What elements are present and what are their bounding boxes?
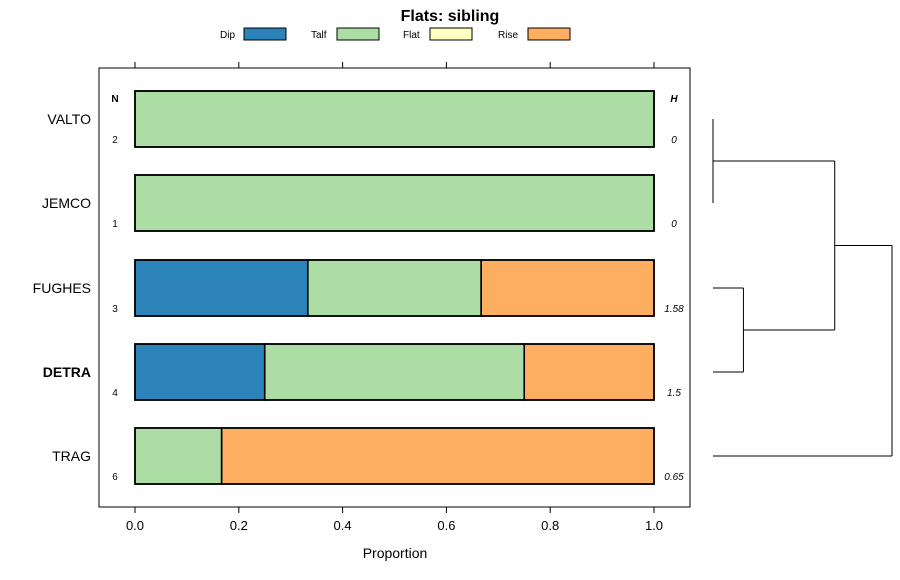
h-value-trag: 0.65	[664, 472, 684, 483]
row-label-fughes: FUGHES	[33, 280, 91, 296]
x-axis-title: Proportion	[363, 545, 428, 561]
plot-frame	[98, 67, 691, 508]
legend-swatch-flat	[429, 27, 473, 41]
bar-detra-dip	[134, 343, 266, 401]
bar-valto-talf	[134, 90, 655, 148]
bar-outline-valto	[134, 90, 655, 148]
x-tick-label: 0.2	[230, 518, 248, 533]
n-value-valto: 2	[112, 135, 118, 146]
h-value-detra: 1.5	[667, 388, 681, 399]
h-value-jemco: 0	[671, 219, 677, 230]
bar-jemco-talf	[134, 174, 655, 232]
legend-label-dip: Dip	[220, 30, 235, 41]
legend-swatch-rise	[527, 27, 571, 41]
n-value-fughes: 3	[112, 304, 118, 315]
bar-outline-detra	[134, 343, 655, 401]
bar-outline-trag	[134, 427, 655, 485]
row-label-trag: TRAG	[52, 448, 91, 464]
row-label-detra: DETRA	[43, 364, 91, 380]
bar-fughes-dip	[134, 259, 309, 317]
legend: Dip Talf Flat Rise	[220, 27, 571, 41]
x-tick-label: 0.4	[334, 518, 352, 533]
h-value-valto: 0	[671, 135, 677, 146]
bar-fughes-talf	[307, 259, 482, 317]
bars-group	[134, 90, 655, 485]
bar-detra-rise	[523, 343, 655, 401]
n-value-detra: 4	[112, 388, 118, 399]
n-value-trag: 6	[112, 472, 118, 483]
x-tick-label: 0.0	[126, 518, 144, 533]
h-value-fughes: 1.58	[664, 304, 684, 315]
x-tick-label: 1.0	[645, 518, 663, 533]
h-header: H	[670, 94, 678, 105]
bar-trag-rise	[220, 427, 655, 485]
bar-trag-talf	[134, 427, 223, 485]
n-value-jemco: 1	[112, 219, 118, 230]
dendrogram	[712, 119, 893, 457]
x-axis: 0.0 0.2 0.4 0.6 0.8 1.0	[126, 62, 663, 533]
legend-swatch-dip	[243, 27, 287, 41]
row-labels-group: VALTO 2 0 JEMCO 1 0 FUGHES 3 1.58 DETRA 4 1.5 TRAG 6 0…	[33, 111, 685, 483]
x-tick-label: 0.8	[541, 518, 559, 533]
row-label-jemco: JEMCO	[42, 195, 91, 211]
x-tick-label: 0.6	[437, 518, 455, 533]
bar-detra-talf	[263, 343, 526, 401]
row-label-valto: VALTO	[47, 111, 91, 127]
legend-label-rise: Rise	[498, 30, 518, 41]
legend-label-talf: Talf	[311, 30, 327, 41]
legend-label-flat: Flat	[403, 30, 420, 41]
bar-outline-jemco	[134, 174, 655, 232]
legend-swatch-talf	[336, 27, 380, 41]
bar-fughes-rise	[480, 259, 655, 317]
bar-outline-fughes	[134, 259, 655, 317]
n-header: N	[111, 94, 118, 105]
chart-title: Flats: sibling	[401, 8, 500, 25]
